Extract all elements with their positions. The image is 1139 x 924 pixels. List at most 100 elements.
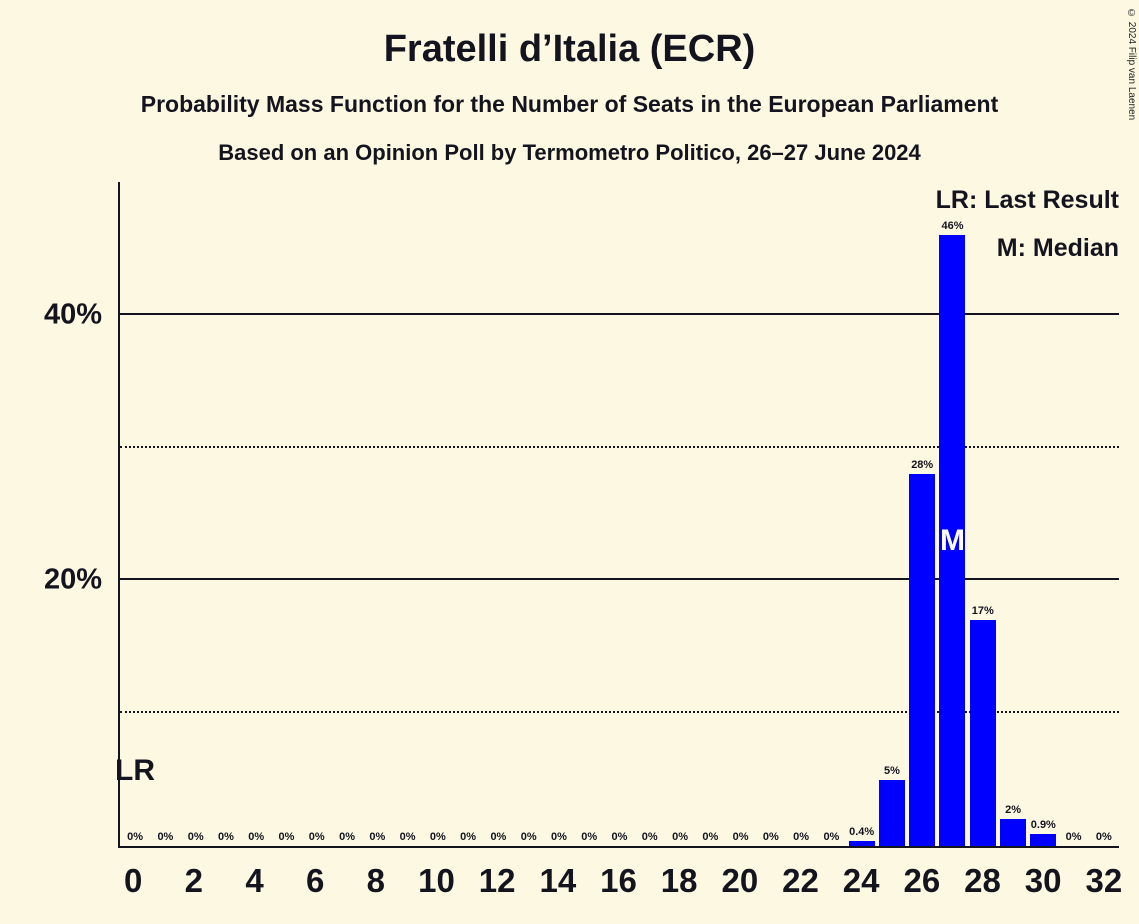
bar-value-label: 5% <box>883 764 900 777</box>
bar-slot: 0% <box>544 182 574 846</box>
bar-value-label: 0% <box>339 831 355 843</box>
median-marker: M <box>940 523 965 557</box>
bar-slot: 0% <box>816 182 846 846</box>
y-axis-tick-label: 40% <box>43 298 102 331</box>
bar-value-label: 0% <box>248 831 265 843</box>
x-axis-tick-label: 14 <box>539 862 577 899</box>
bar-value-label: 0% <box>1065 831 1082 843</box>
bar <box>1030 834 1057 846</box>
bar-value-label: 0% <box>460 831 477 843</box>
x-axis-tick-label: 0 <box>123 862 143 899</box>
bar-slot: 0% <box>453 182 483 846</box>
bar-value-label: 0% <box>127 831 144 843</box>
gridline-solid <box>120 312 1119 315</box>
bar-slot: 0% <box>332 182 362 846</box>
bar-slot: 0.4% <box>847 182 877 846</box>
plot-area: LR M 20% 40% 0% 0% 0% 0% 0% 0% 0% 0% 0% 0% 0% 0% 0% 0% 0… <box>44 182 1119 848</box>
x-axis-tick-label: 8 <box>366 862 386 899</box>
x-axis-tick-label: 32 <box>1085 862 1123 899</box>
bar-value-label: 17% <box>971 605 994 618</box>
bar-slot: 0% <box>786 182 816 846</box>
bar-value-label: 0% <box>157 831 174 843</box>
bar-value-label: 0% <box>187 831 204 843</box>
bar-slot: 0% <box>483 182 513 846</box>
legend-median: M: Median <box>996 234 1119 262</box>
bar-slot: 0% <box>362 182 392 846</box>
bar-slot: 0% <box>302 182 332 846</box>
bar-value-label: 0% <box>1095 831 1112 843</box>
bar <box>969 620 996 846</box>
gridline-dotted <box>120 445 1119 448</box>
last-result-marker: LR <box>115 754 155 787</box>
gridline-solid <box>120 578 1119 581</box>
bar-value-label: 0% <box>217 831 234 843</box>
bar-value-label: 0% <box>762 831 779 843</box>
copyright-notice: © 2024 Filip van Laenen <box>1126 8 1137 121</box>
x-axis-tick-label: 6 <box>305 862 325 899</box>
bar-slot: 0% <box>423 182 453 846</box>
chart-title: Fratelli d’Italia (ECR) <box>383 28 756 70</box>
bar-slot: 0% <box>150 182 180 846</box>
y-axis-tick-label: 20% <box>43 563 102 596</box>
bar-slot: 28% <box>907 182 937 846</box>
x-axis-labels: 0 2 4 6 8 10 12 14 16 18 20 22 24 26 28 30 32 <box>118 862 1123 907</box>
chart-subtitle: Probability Mass Function for the Number… <box>140 91 999 117</box>
bar-value-label: 0% <box>641 831 658 843</box>
bar-slot: 0% <box>665 182 695 846</box>
bar-value-label: 0.9% <box>1030 819 1056 832</box>
bar-slot: 0% <box>574 182 604 846</box>
bar-slot: 0% <box>756 182 786 846</box>
x-axis-tick-label: 2 <box>184 862 204 899</box>
bar-slot: 0% <box>392 182 422 846</box>
bar-value-label: 46% <box>941 220 964 233</box>
bar-value-label: 0% <box>823 831 840 843</box>
bar-value-label: 0% <box>278 831 295 843</box>
gridline-dotted <box>120 711 1119 714</box>
chart-source-line: Based on an Opinion Poll by Termometro P… <box>218 140 921 165</box>
bar-value-label: 0% <box>581 831 598 843</box>
bar-value-label: 0% <box>490 831 507 843</box>
bar-slot: 2% <box>998 182 1028 846</box>
x-axis-tick-label: 24 <box>842 862 880 899</box>
bar-value-label: 2% <box>1005 804 1021 817</box>
x-axis-tick-label: 26 <box>903 862 941 899</box>
bar-value-label: 0% <box>369 831 386 843</box>
bar-value-label: 0% <box>520 831 537 843</box>
bar <box>1000 819 1027 846</box>
x-axis-tick-label: 30 <box>1024 862 1062 899</box>
bar-slot: 0% <box>181 182 211 846</box>
x-axis-tick-label: 28 <box>964 862 1001 899</box>
bar-slot: 0% <box>604 182 634 846</box>
bar-value-label: 0% <box>611 831 628 843</box>
bar-slot: 0% <box>1089 182 1119 846</box>
x-axis-tick-label: 4 <box>245 862 264 899</box>
bar-slot: 0% <box>695 182 725 846</box>
bar-slot: 0% <box>514 182 544 846</box>
bar-value-label: 0% <box>550 831 567 843</box>
bar-slot: 0% <box>211 182 241 846</box>
bar-slot: 0% <box>120 182 150 846</box>
bar <box>939 235 966 846</box>
bar <box>878 779 905 846</box>
bar-value-label: 28% <box>911 459 934 472</box>
bar-slot: 0% <box>271 182 301 846</box>
bar-value-label: 0% <box>308 831 325 843</box>
bar-slot: 0.9% <box>1028 182 1058 846</box>
bar <box>909 474 936 846</box>
x-axis-tick-label: 22 <box>782 862 819 899</box>
bar-value-label: 0% <box>399 831 416 843</box>
bar-value-label: 0% <box>429 831 446 843</box>
bar-value-label: 0.4% <box>849 825 875 838</box>
bar-slot: 5% <box>877 182 907 846</box>
bar-value-label: 0% <box>702 831 719 843</box>
bar-slot: 46% <box>937 182 967 846</box>
bar-value-label: 0% <box>732 831 749 843</box>
bar-slot: 0% <box>1058 182 1088 846</box>
x-axis-tick-label: 12 <box>478 862 516 899</box>
x-axis-tick-label: 20 <box>721 862 759 899</box>
bar-slot: 0% <box>241 182 271 846</box>
legend-last-result: LR: Last Result <box>935 186 1119 214</box>
bar-slot: 0% <box>725 182 755 846</box>
bar-value-label: 0% <box>793 831 810 843</box>
bar <box>848 840 875 846</box>
